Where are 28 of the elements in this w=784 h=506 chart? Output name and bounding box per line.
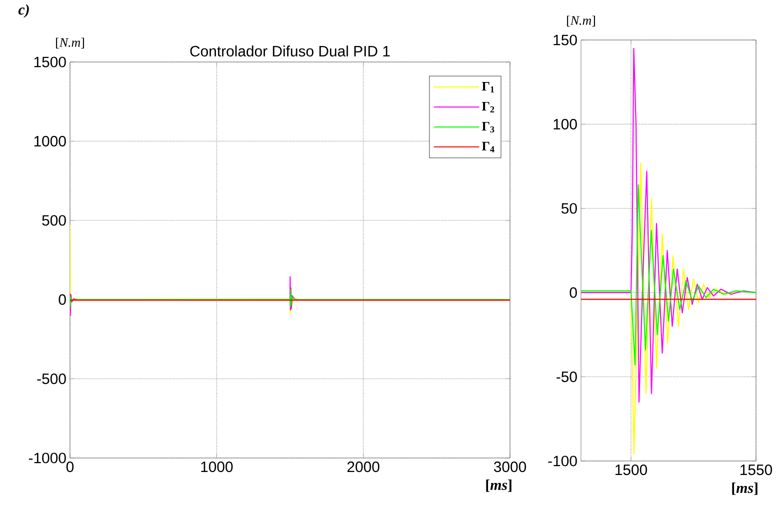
legend-label: Γ$_{1}$	[482, 82, 494, 92]
x-tick-label: 1550	[740, 464, 772, 476]
legend-label: Γ$_{3}$	[482, 122, 494, 132]
y-tick-label: 0	[58, 294, 66, 305]
x-tick-label: 0	[66, 462, 74, 472]
y-tick-label: 1000	[34, 136, 66, 146]
y-tick-label: 1500	[34, 56, 66, 68]
y-tick-label: -1000	[28, 452, 66, 464]
x-tick-label: 3000	[494, 462, 526, 472]
y-tick-label: -50	[556, 371, 577, 382]
x-tick-label: 1500	[616, 464, 648, 476]
chart-title: Controlador Difuso Dual PID 1	[190, 46, 390, 56]
x-tick-label: 2000	[347, 462, 380, 472]
y-axis-title: [N.m]	[56, 38, 84, 48]
x-axis-title: [ms]	[486, 480, 512, 492]
y-tick-label: -500	[37, 373, 66, 384]
y-tick-label: 0	[570, 287, 577, 298]
x-tick-label: 1000	[201, 462, 233, 472]
y-tick-label: 500	[42, 215, 66, 226]
text: c)	[18, 4, 29, 18]
y-axis-title: [N.m]	[567, 16, 595, 26]
y-tick-label: -100	[548, 456, 577, 466]
legend-label: Γ$_{2}$	[482, 102, 494, 112]
y-tick-label: 50	[561, 203, 577, 214]
y-tick-label: 150	[554, 34, 577, 46]
legend-label: Γ$_{4}$	[482, 142, 494, 152]
x-axis-title: [ms]	[732, 482, 758, 495]
y-tick-label: 100	[554, 118, 577, 130]
